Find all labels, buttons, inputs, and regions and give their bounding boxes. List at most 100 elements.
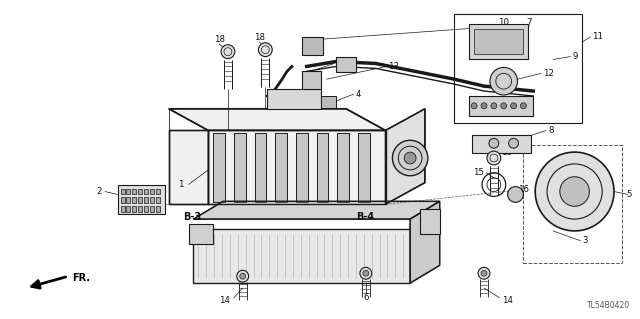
Circle shape [481, 270, 487, 276]
Circle shape [508, 187, 524, 202]
Bar [213, 133, 225, 202]
Text: 8: 8 [548, 126, 554, 135]
Polygon shape [193, 201, 440, 219]
Text: 14: 14 [219, 296, 230, 305]
Bar [118, 185, 165, 214]
Text: 12: 12 [543, 69, 554, 78]
Text: 9: 9 [573, 52, 578, 61]
Bar [132, 189, 136, 195]
Text: 1: 1 [178, 180, 184, 189]
Bar [127, 197, 131, 203]
Polygon shape [208, 130, 385, 204]
Bar [156, 197, 160, 203]
Bar [156, 189, 160, 195]
Bar [150, 189, 154, 195]
Bar [317, 133, 328, 202]
Text: 2: 2 [97, 187, 102, 196]
Text: 14: 14 [502, 296, 513, 305]
Circle shape [509, 138, 518, 148]
Bar [120, 206, 125, 212]
Bar [337, 133, 349, 202]
Circle shape [404, 152, 416, 164]
Circle shape [221, 45, 235, 59]
Circle shape [487, 151, 500, 165]
Bar [132, 197, 136, 203]
Circle shape [560, 177, 589, 206]
Text: 15: 15 [473, 168, 484, 177]
Bar [302, 71, 321, 89]
Bar [296, 133, 308, 202]
Bar [150, 197, 154, 203]
Bar [138, 206, 142, 212]
Polygon shape [410, 201, 440, 283]
Text: 3: 3 [582, 236, 588, 245]
Bar [358, 133, 370, 202]
Bar [336, 56, 356, 72]
Circle shape [520, 103, 526, 109]
Bar [120, 189, 125, 195]
Circle shape [491, 103, 497, 109]
Circle shape [392, 140, 428, 176]
Text: 18: 18 [214, 35, 225, 44]
Polygon shape [189, 224, 213, 244]
Text: 4: 4 [356, 90, 362, 99]
Bar [127, 206, 131, 212]
Bar [472, 135, 531, 153]
Bar [337, 133, 349, 202]
Circle shape [240, 273, 246, 279]
Text: 6: 6 [363, 293, 369, 302]
Bar [317, 133, 328, 202]
Circle shape [471, 103, 477, 109]
Bar [524, 145, 622, 263]
Bar [127, 189, 131, 195]
Circle shape [490, 67, 518, 95]
Circle shape [259, 43, 272, 56]
Text: B-3: B-3 [184, 212, 202, 222]
Bar [268, 89, 321, 109]
Bar [144, 197, 148, 203]
Text: 18: 18 [500, 148, 512, 157]
Bar [255, 133, 266, 202]
Bar [302, 37, 323, 55]
Bar [469, 96, 533, 116]
Circle shape [478, 267, 490, 279]
Circle shape [237, 270, 248, 282]
Text: FR.: FR. [72, 273, 90, 283]
Circle shape [511, 103, 516, 109]
Bar [275, 133, 287, 202]
Bar [454, 14, 582, 122]
Text: 17: 17 [336, 59, 348, 68]
Text: 16: 16 [518, 185, 529, 194]
Bar [144, 189, 148, 195]
Bar [296, 133, 308, 202]
Circle shape [481, 103, 487, 109]
Bar [255, 133, 266, 202]
Bar [469, 24, 528, 59]
Bar [138, 189, 142, 195]
Bar [120, 197, 125, 203]
Bar [156, 206, 160, 212]
Text: TL54B0420: TL54B0420 [588, 301, 630, 310]
Bar [275, 133, 287, 202]
Text: 13: 13 [388, 62, 399, 71]
Bar [150, 206, 154, 212]
Circle shape [500, 103, 507, 109]
Text: 11: 11 [593, 32, 604, 41]
Circle shape [363, 270, 369, 276]
Text: 18: 18 [254, 33, 265, 42]
Bar [213, 133, 225, 202]
Text: 10: 10 [498, 18, 509, 26]
Polygon shape [193, 229, 410, 283]
Bar [138, 197, 142, 203]
Polygon shape [169, 109, 385, 130]
Bar [474, 29, 524, 54]
Text: B-4: B-4 [356, 212, 374, 222]
Bar [268, 89, 321, 109]
Polygon shape [385, 109, 425, 204]
Text: 5: 5 [626, 190, 632, 199]
Polygon shape [169, 130, 208, 204]
Bar [234, 133, 246, 202]
Circle shape [360, 267, 372, 279]
Bar [132, 206, 136, 212]
Polygon shape [420, 209, 440, 234]
